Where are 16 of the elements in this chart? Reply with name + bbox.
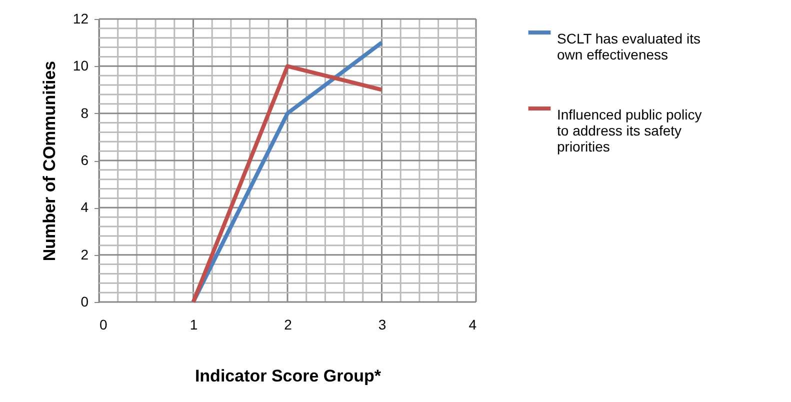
legend-label: Influenced public policy to address its safety priorities [557, 106, 702, 154]
y-tick-label: 0 [80, 294, 89, 310]
legend-label: SCLT has evaluated its own effectiveness [557, 30, 700, 62]
y-axis-title: Number of COmmunities [40, 60, 59, 262]
x-tick-label: 0 [100, 316, 108, 332]
x-axis-title: Indicator Score Group* [194, 366, 382, 386]
x-tick-label: 4 [468, 316, 477, 332]
x-tick-label: 1 [190, 316, 198, 332]
x-tick-label: 3 [378, 316, 386, 332]
y-tick-label: 10 [72, 58, 89, 74]
x-tick-label: 2 [284, 316, 292, 332]
y-tick-label: 8 [80, 104, 89, 121]
y-tick-label: 6 [80, 152, 89, 168]
y-tick-label: 4 [80, 199, 89, 216]
y-tick-label: 12 [72, 10, 89, 26]
y-tick-label: 2 [80, 246, 89, 262]
